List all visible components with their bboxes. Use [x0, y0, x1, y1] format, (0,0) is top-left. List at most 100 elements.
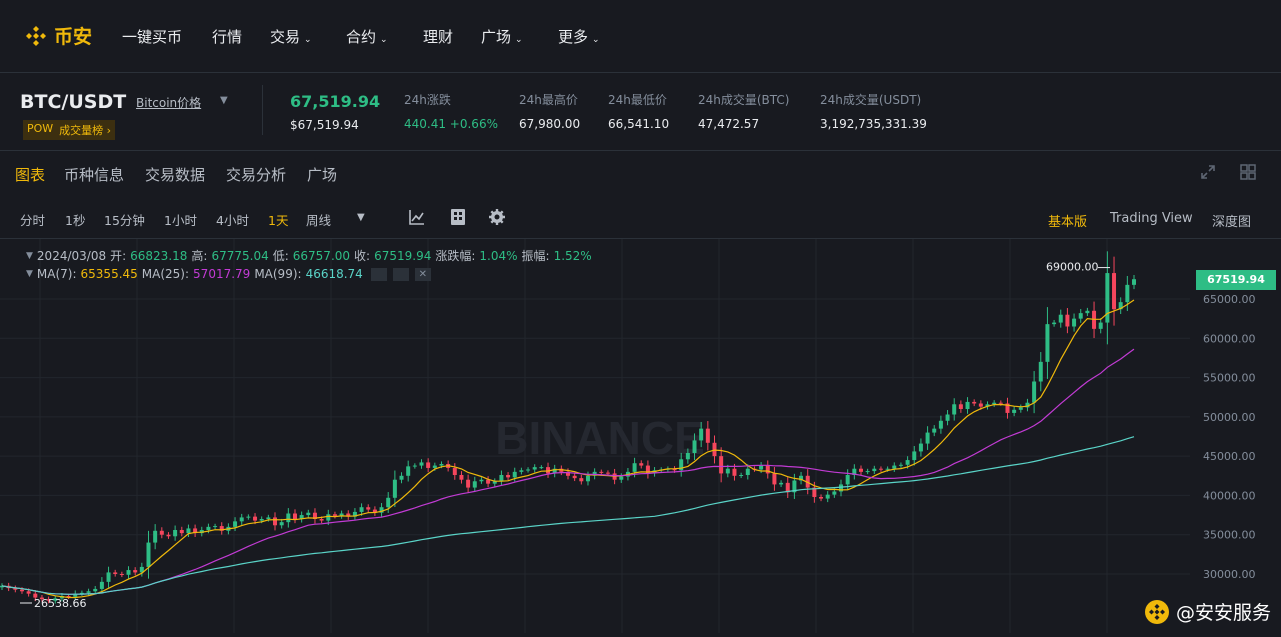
candle-body: [772, 473, 777, 485]
gear-icon[interactable]: [488, 208, 506, 226]
content-tabs: 图表 币种信息 交易数据 交易分析 广场: [0, 151, 1281, 195]
candle-body: [452, 467, 457, 475]
candle-body: [206, 526, 211, 530]
candle-body: [892, 465, 897, 469]
price-chart[interactable]: BINANCE 65000.00 60000.00 55000.00 50000.00 4…: [0, 239, 1281, 637]
close-icon[interactable]: ✕: [414, 267, 431, 281]
candle-body: [699, 428, 704, 441]
candle-body: [479, 479, 484, 482]
candle-body: [792, 480, 797, 493]
tab-2[interactable]: 交易数据: [145, 166, 206, 184]
ma-collapse-icon[interactable]: ▼: [26, 269, 33, 279]
view-2[interactable]: 深度图: [1212, 215, 1252, 230]
candle-body: [279, 522, 284, 526]
candle-body: [832, 491, 837, 495]
candle-body: [632, 463, 637, 472]
candle-body: [346, 513, 351, 517]
nav-item-0[interactable]: 一键买币: [122, 26, 182, 47]
candle-body: [159, 530, 164, 535]
stat-label: 24h成交量(USDT): [820, 93, 922, 107]
candle-body: [286, 513, 291, 523]
candle-body: [1005, 403, 1010, 413]
legend-high: 67775.04: [211, 248, 269, 263]
candle-body: [319, 519, 324, 521]
view-0[interactable]: 基本版: [1048, 215, 1088, 230]
candle-body: [213, 526, 218, 528]
nav-item-4[interactable]: 理财: [423, 26, 453, 47]
tab-4[interactable]: 广场: [307, 166, 338, 184]
nav-item-2[interactable]: 交易 ⌄: [270, 26, 312, 47]
candle-body: [1065, 314, 1070, 327]
stat-2: 24h最低价 66,541.10: [608, 91, 669, 131]
candle-body: [885, 468, 890, 470]
candle-body: [239, 517, 244, 522]
stat-0: 24h涨跌 440.41 +0.66%: [404, 91, 498, 131]
legend-open-label: 开:: [110, 249, 127, 263]
candle-body: [153, 530, 158, 543]
candle-body: [552, 468, 557, 474]
nav-item-3[interactable]: 合约 ⌄: [346, 26, 388, 47]
candle-body: [679, 459, 684, 471]
candle-body: [46, 599, 51, 601]
eye-icon[interactable]: [370, 267, 387, 281]
candle-body: [605, 472, 610, 474]
stat-label: 24h涨跌: [404, 93, 451, 107]
candle-body: [199, 530, 204, 534]
interval-0[interactable]: 分时: [20, 213, 46, 228]
nav-item-5[interactable]: 广场 ⌄: [481, 26, 523, 47]
interval-4[interactable]: 4小时: [216, 213, 249, 228]
candle-body: [73, 593, 78, 597]
interval-1[interactable]: 1秒: [65, 213, 86, 228]
tag-pow[interactable]: POW: [23, 120, 58, 140]
candle-body: [399, 475, 404, 480]
tab-3[interactable]: 交易分析: [226, 166, 287, 184]
candle-body: [765, 465, 770, 474]
grid-layout-icon[interactable]: [1239, 163, 1257, 181]
interval-more-dropdown[interactable]: ▼: [357, 212, 365, 223]
stat-label: 24h最低价: [608, 93, 667, 107]
trading-pair[interactable]: BTC/USDT: [20, 91, 127, 113]
nav-item-6[interactable]: 更多 ⌄: [558, 26, 600, 47]
ma25-label: MA(25):: [141, 267, 190, 281]
candle-body: [519, 470, 524, 472]
candle-body: [1058, 314, 1063, 323]
candle-body: [978, 403, 983, 407]
nav-item-1[interactable]: 行情: [212, 26, 242, 47]
fullscreen-icon[interactable]: [1199, 163, 1217, 181]
candle-body: [579, 478, 584, 482]
pair-price-link[interactable]: Bitcoin价格: [136, 96, 202, 110]
chart-settings-bar-icon[interactable]: [450, 208, 466, 226]
candle-body: [79, 592, 84, 594]
candle-body: [759, 465, 764, 470]
candle-body: [685, 453, 690, 460]
tab-1[interactable]: 币种信息: [64, 166, 125, 184]
stat-value: 47,472.57: [698, 117, 760, 131]
tab-0[interactable]: 图表: [15, 166, 46, 184]
candle-body: [139, 566, 144, 573]
candle-body: [133, 570, 138, 573]
candlestick-chart-svg[interactable]: BINANCE 65000.00 60000.00 55000.00 50000.00 4…: [0, 239, 1281, 633]
candle-body: [106, 572, 111, 582]
logo-text: 币安: [54, 26, 93, 48]
nav-item-label: 行情: [212, 28, 243, 46]
candle-body: [246, 516, 251, 518]
candle-body: [1012, 409, 1017, 413]
settings-icon[interactable]: [392, 267, 409, 281]
legend-collapse-icon[interactable]: ▼: [26, 250, 33, 261]
candle-body: [466, 479, 471, 488]
binance-logo[interactable]: 币安: [24, 22, 92, 49]
candle-body: [439, 464, 444, 466]
interval-5[interactable]: 1天: [268, 213, 289, 228]
interval-6[interactable]: 周线: [306, 213, 332, 228]
view-1[interactable]: Trading View: [1110, 211, 1193, 226]
indicator-icon[interactable]: [408, 208, 426, 226]
candle-body: [872, 468, 877, 472]
candle-body: [126, 570, 131, 575]
interval-3[interactable]: 1小时: [164, 213, 197, 228]
candle-body: [86, 591, 91, 593]
candle-body: [585, 475, 590, 482]
interval-2[interactable]: 15分钟: [104, 213, 145, 228]
tag-volume-rank[interactable]: 成交量榜 ›: [57, 120, 116, 140]
ma99-label: MA(99):: [254, 267, 302, 281]
pair-dropdown-icon[interactable]: ▼: [220, 95, 228, 106]
